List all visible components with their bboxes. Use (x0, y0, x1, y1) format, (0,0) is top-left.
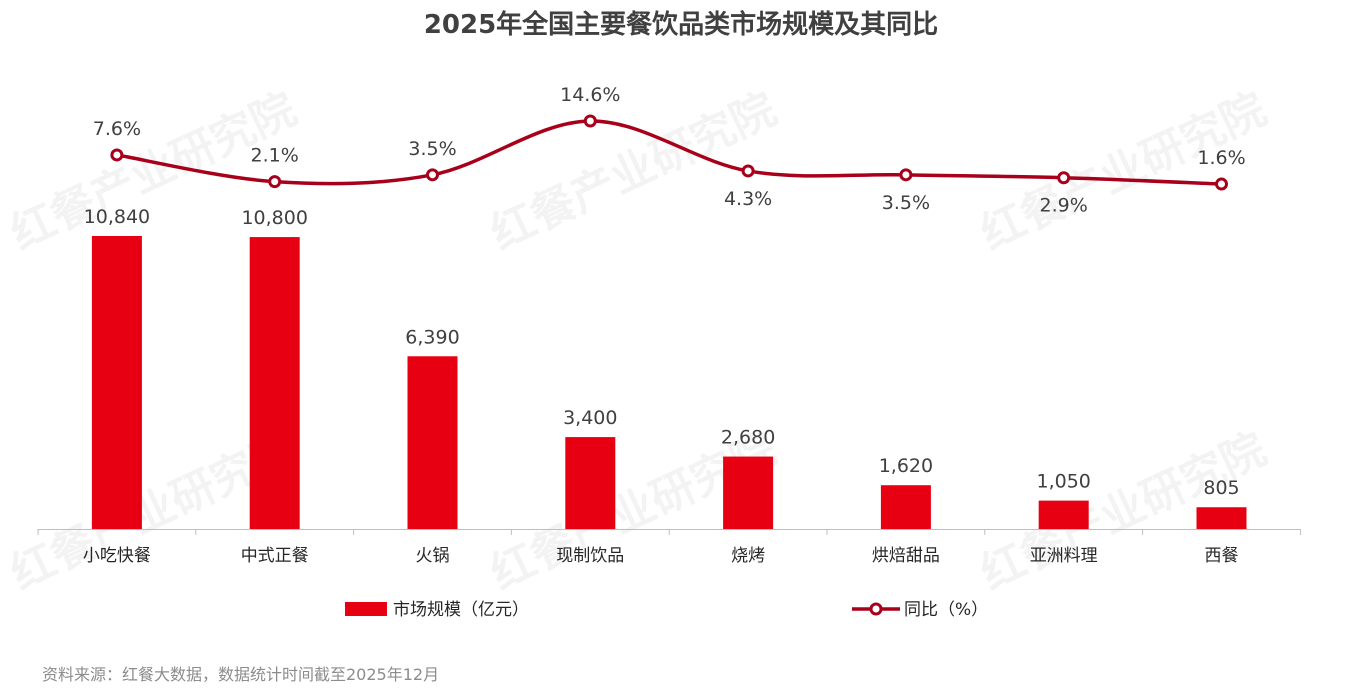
bar (1038, 500, 1089, 529)
bar-data-label: 805 (1203, 477, 1239, 499)
bar-data-label: 1,620 (879, 455, 933, 477)
watermark: 红餐产业研究院 (483, 84, 784, 260)
bar-data-label: 3,400 (563, 407, 617, 429)
x-tick-label: 西餐 (1205, 546, 1239, 566)
yoy-point (426, 168, 439, 182)
yoy-point (268, 175, 282, 189)
bar (91, 235, 142, 529)
legend-bar-label: 市场规模（亿元） (393, 600, 529, 620)
yoy-line (116, 119, 1222, 186)
x-tick-label: 烘焙甜品 (872, 546, 940, 566)
yoy-data-label: 3.5% (882, 192, 930, 214)
yoy-data-label: 1.6% (1197, 147, 1245, 169)
yoy-data-label: 14.6% (560, 84, 620, 106)
bar-data-label: 1,050 (1036, 471, 1090, 493)
bar-data-label: 2,680 (721, 427, 775, 449)
yoy-data-label: 2.1% (251, 145, 299, 167)
legend-bar-swatch (345, 602, 387, 616)
bar (1196, 507, 1247, 529)
x-tick-label: 现制饮品 (556, 546, 624, 566)
source-note: 资料来源：红餐大数据，数据统计时间截至2025年12月 (42, 665, 440, 684)
watermark: 红餐产业研究院 (3, 84, 304, 260)
yoy-point (899, 168, 913, 182)
yoy-point (741, 164, 755, 178)
x-tick-label: 亚洲料理 (1030, 546, 1098, 566)
x-tick-label: 小吃快餐 (83, 546, 151, 566)
yoy-point (110, 148, 124, 162)
bar (723, 456, 774, 529)
bar-data-label: 10,800 (241, 207, 307, 229)
bar (880, 485, 931, 529)
bar (565, 437, 616, 529)
x-tick-label: 火锅 (416, 546, 450, 566)
yoy-point (583, 114, 597, 128)
watermark: 红餐产业研究院 (973, 84, 1274, 260)
legend-line-label: 同比（%） (904, 600, 988, 620)
x-tick-label: 烧烤 (731, 546, 765, 566)
x-tick-label: 中式正餐 (241, 546, 309, 566)
legend-line-marker (869, 602, 883, 616)
bar (249, 237, 300, 530)
yoy-data-label: 7.6% (93, 118, 141, 140)
bar (407, 356, 458, 529)
yoy-point (1057, 171, 1071, 185)
bar-data-label: 6,390 (405, 326, 459, 348)
yoy-data-label: 2.9% (1040, 195, 1088, 217)
chart-title: 2025年全国主要餐饮品类市场规模及其同比 (423, 10, 939, 40)
bar-data-label: 10,840 (84, 206, 150, 228)
yoy-data-label: 3.5% (408, 138, 456, 160)
yoy-point (1215, 177, 1228, 191)
yoy-data-label: 4.3% (724, 188, 772, 210)
